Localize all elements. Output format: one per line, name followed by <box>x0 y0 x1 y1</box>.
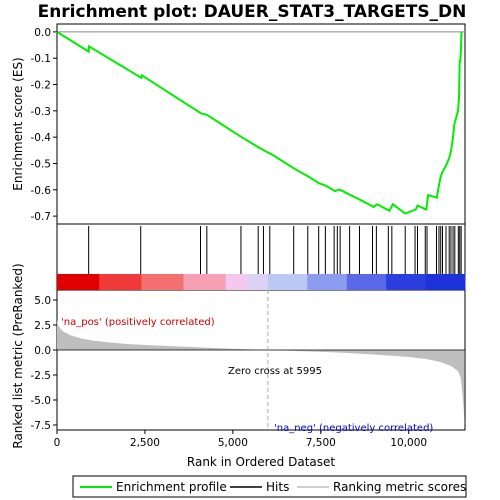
metric-y-tick-label: -5.0 <box>31 395 52 407</box>
x-tick-label: 5,000 <box>218 437 248 449</box>
rank-gradient-segment <box>386 274 427 290</box>
rank-gradient-segment <box>425 274 466 290</box>
es-y-tick-label: -0.4 <box>31 132 52 144</box>
metric-panel-frame <box>56 289 466 431</box>
rank-gradient-segment <box>307 274 348 290</box>
rank-gradient-segment <box>141 274 185 290</box>
legend-metric-label: Ranking metric scores <box>333 480 466 494</box>
x-axis: 0 2,500 5,000 7,500 10,000 <box>54 430 427 449</box>
metric-panel: 5.0 2.5 0.0 -2.5 -5.0 -7.5 <box>31 290 465 432</box>
legend: Enrichment profile Hits Ranking metric s… <box>72 475 467 498</box>
es-y-tick-label: 0.0 <box>34 27 51 39</box>
es-y-tick-label: -0.2 <box>31 80 52 92</box>
es-y-tick-label: -0.6 <box>31 185 52 197</box>
rank-gradient-segment <box>346 274 387 290</box>
es-axis-title: Enrichment score (ES) <box>11 57 25 190</box>
rank-gradient-segment <box>267 274 308 290</box>
es-panel: 0.0 -0.1 -0.2 -0.3 -0.4 -0.5 -0.6 -0.7 <box>31 27 465 223</box>
metric-y-tick-label: -7.5 <box>31 420 52 432</box>
x-tick-label: 10,000 <box>390 437 427 449</box>
legend-box <box>72 475 467 498</box>
pos-correlated-label: 'na_pos' (positively correlated) <box>61 317 215 328</box>
x-tick-label: 2,500 <box>130 437 160 449</box>
es-y-tick-label: -0.7 <box>31 211 52 223</box>
rank-gradient-segment <box>183 274 227 290</box>
x-tick-label: 7,500 <box>306 437 336 449</box>
es-y-tick-label: -0.1 <box>31 53 52 65</box>
metric-y-tick-label: 2.5 <box>34 320 51 332</box>
metric-y-tick-label: -2.5 <box>31 370 52 382</box>
rank-gradient-segment <box>57 274 100 290</box>
x-tick-label: 0 <box>54 437 61 449</box>
legend-enrichment-label: Enrichment profile <box>116 480 227 494</box>
neg-correlated-label: 'na_neg' (negatively correlated) <box>274 423 433 434</box>
rank-gradient-segment <box>99 274 142 290</box>
metric-axis-title: Ranked list metric (PreRanked) <box>11 263 25 448</box>
metric-y-tick-label: 5.0 <box>34 295 51 307</box>
ranked-metric-area <box>57 320 465 425</box>
x-axis-title: Rank in Ordered Dataset <box>187 455 335 469</box>
es-y-tick-label: -0.5 <box>31 158 52 170</box>
es-panel-frame <box>56 23 466 225</box>
legend-hits-label: Hits <box>266 480 289 494</box>
es-y-tick-label: -0.3 <box>31 106 52 118</box>
metric-y-tick-label: 0.0 <box>34 345 51 357</box>
enrichment-profile-line <box>56 31 463 215</box>
hits-panel <box>57 226 466 290</box>
chart-title: Enrichment plot: DAUER_STAT3_TARGETS_DN <box>38 2 467 22</box>
zero-cross-label: Zero cross at 5995 <box>228 366 322 377</box>
